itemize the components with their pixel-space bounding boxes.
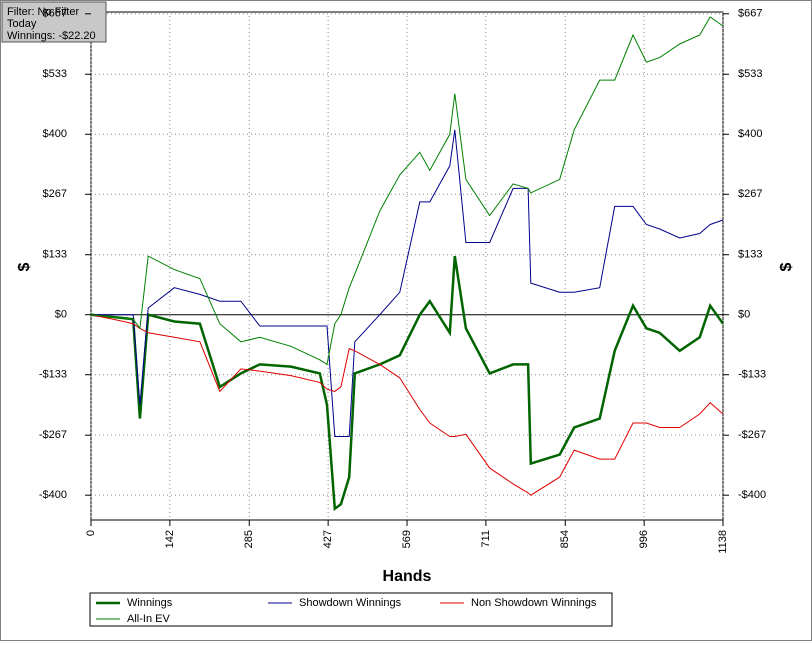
series-line bbox=[90, 314, 724, 496]
x-tick-label: 142 bbox=[164, 530, 176, 548]
y2-tick-label: -$400 bbox=[738, 489, 766, 501]
series-lines bbox=[90, 16, 725, 512]
y-tick-label: $133 bbox=[43, 249, 67, 261]
y-axis-title: $ bbox=[16, 262, 33, 271]
y-tick-label: $667 bbox=[43, 8, 67, 20]
info-text: Filter: No Filter bbox=[7, 6, 79, 18]
x-tick-label: 569 bbox=[401, 530, 413, 548]
y2-tick-label: $267 bbox=[738, 188, 762, 200]
y2-tick-label: $0 bbox=[738, 309, 750, 321]
x-tick-label: 854 bbox=[559, 530, 571, 548]
x-tick-label: 285 bbox=[243, 530, 255, 548]
y2-tick-label: -$267 bbox=[738, 429, 766, 441]
legend-label: All-In EV bbox=[127, 613, 170, 625]
y2-tick-label: $133 bbox=[738, 249, 762, 261]
series-line bbox=[90, 255, 725, 512]
info-text: Today bbox=[7, 18, 37, 30]
info-box bbox=[1, 1, 107, 43]
y2-axis-title: $ bbox=[778, 262, 795, 271]
x-axis-title: Hands bbox=[383, 568, 432, 585]
grid bbox=[90, 12, 724, 520]
y-tick-label: $400 bbox=[43, 128, 67, 140]
y2-tick-label: $400 bbox=[738, 128, 762, 140]
series-line bbox=[90, 16, 724, 366]
x-tick-label: 427 bbox=[322, 530, 334, 548]
series-line bbox=[91, 129, 724, 437]
y-tick-label: $267 bbox=[43, 188, 67, 200]
y2-tick-label: $533 bbox=[738, 68, 762, 80]
y2-tick-label: -$133 bbox=[738, 369, 766, 381]
y-tick-label: -$400 bbox=[39, 489, 67, 501]
y-tick-label: -$267 bbox=[39, 429, 67, 441]
x-tick-label: 996 bbox=[638, 530, 650, 548]
info-text: Winnings: -$22.20 bbox=[7, 30, 96, 42]
x-tick-label: 711 bbox=[480, 530, 492, 548]
y2-tick-label: $667 bbox=[738, 8, 762, 20]
legend bbox=[89, 592, 613, 627]
y-tick-label: $533 bbox=[43, 68, 67, 80]
x-tick-label: 1138 bbox=[717, 530, 729, 554]
y-tick-label: -$133 bbox=[39, 369, 67, 381]
x-tick-label: 0 bbox=[85, 530, 97, 536]
legend-label: Non Showdown Winnings bbox=[471, 597, 597, 609]
legend-label: Winnings bbox=[127, 597, 173, 609]
y-tick-label: $0 bbox=[55, 309, 67, 321]
legend-label: Showdown Winnings bbox=[299, 597, 402, 609]
